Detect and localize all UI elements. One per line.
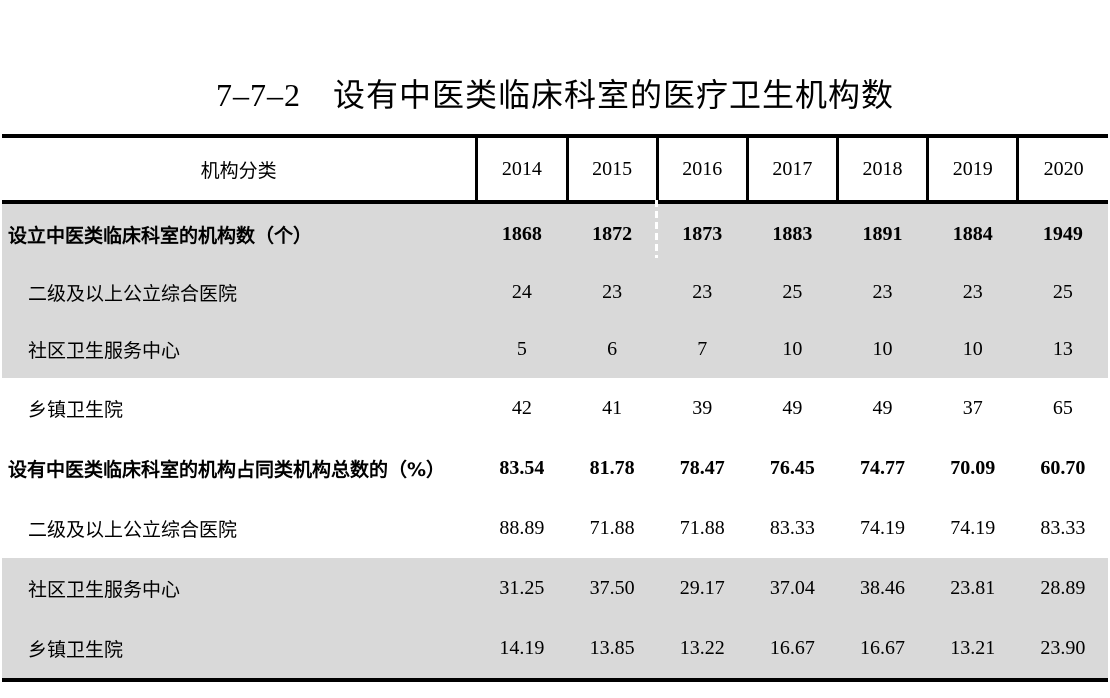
- cell-value: 31.25: [476, 558, 567, 618]
- cell-value: 49: [782, 396, 803, 419]
- cell-value: 71.88: [589, 516, 635, 539]
- column-header-year: 2018: [835, 134, 928, 204]
- cell-value: 23.81: [927, 558, 1018, 618]
- cell-value: 1883: [747, 202, 838, 264]
- row-label: 二级及以上公立综合医院: [28, 518, 238, 541]
- cell-value: 25: [747, 264, 838, 321]
- row-label: 二级及以上公立综合医院: [2, 264, 477, 321]
- cell-value: 1873: [657, 202, 748, 264]
- cell-value: 74.19: [950, 516, 996, 539]
- cell-value: 37: [962, 396, 983, 419]
- cell-value: 83.33: [769, 516, 815, 539]
- cell-value: 41: [602, 396, 623, 419]
- table-row: 乡镇卫生院 14.19 13.85 13.22 16.67 16.67 13.2…: [2, 618, 1108, 682]
- table-row: 社区卫生服务中心 5 6 7 10 10 10 13: [2, 321, 1108, 378]
- cell-value: 16.67: [747, 618, 838, 682]
- cell-value: 28.89: [1017, 558, 1108, 618]
- table-row: 二级及以上公立综合医院 88.89 71.88 71.88 83.33 74.1…: [2, 498, 1108, 558]
- cell-value: 16.67: [837, 618, 928, 682]
- cell-value: 74.19: [860, 516, 906, 539]
- cell-value: 65: [1052, 396, 1073, 419]
- data-table: 机构分类 2014 2015 2016 2017 2018 2019 2020 …: [2, 134, 1108, 682]
- cell-value: 60.70: [1040, 456, 1086, 479]
- cell-value: 23: [837, 264, 928, 321]
- table-row: 二级及以上公立综合医院 24 23 23 25 23 23 25: [2, 264, 1108, 321]
- cell-value: 71.88: [679, 516, 725, 539]
- cell-value: 1949: [1017, 202, 1108, 264]
- cell-value: 23: [927, 264, 1018, 321]
- cell-value: 74.77: [860, 456, 906, 479]
- cell-value: 39: [692, 396, 713, 419]
- row-label: 设立中医类临床科室的机构数（个）: [2, 202, 477, 264]
- column-header-year: 2017: [745, 134, 838, 204]
- table-title-text: 设有中医类临床科室的医疗卫生机构数: [332, 76, 894, 114]
- column-header-category: 机构分类: [2, 134, 477, 204]
- cell-value: 88.89: [499, 516, 545, 539]
- cell-value: 70.09: [950, 456, 996, 479]
- cell-value: 25: [1017, 264, 1108, 321]
- cell-value: 83.54: [499, 456, 545, 479]
- table-title: 7–7–2 设有中医类临床科室的医疗卫生机构数: [0, 72, 1110, 118]
- cell-value: 1868: [476, 202, 567, 264]
- cell-value: 37.50: [567, 558, 658, 618]
- cell-value: 23: [567, 264, 658, 321]
- cell-value: 49: [872, 396, 893, 419]
- column-header-year: 2015: [565, 134, 658, 204]
- table-row: 设立中医类临床科室的机构数（个） 1868 1872 1873 1883 189…: [2, 202, 1108, 264]
- row-label: 乡镇卫生院: [28, 398, 124, 421]
- cell-value: 29.17: [657, 558, 748, 618]
- cell-value: 81.78: [589, 456, 635, 479]
- cell-value: 23.90: [1017, 618, 1108, 682]
- cell-value: 5: [476, 321, 567, 378]
- column-header-year: 2019: [926, 134, 1018, 204]
- cell-value: 76.45: [769, 456, 815, 479]
- cell-value: 10: [927, 321, 1018, 378]
- table-number: 7–7–2: [215, 77, 301, 113]
- cell-value: 7: [657, 321, 748, 378]
- cell-value: 13.85: [567, 618, 658, 682]
- dashed-divider: [655, 200, 658, 258]
- row-label: 社区卫生服务中心: [2, 321, 477, 378]
- cell-value: 6: [567, 321, 658, 378]
- cell-value: 1884: [927, 202, 1018, 264]
- cell-value: 78.47: [679, 456, 725, 479]
- cell-value: 23: [657, 264, 748, 321]
- row-label: 乡镇卫生院: [2, 618, 477, 682]
- cell-value: 38.46: [837, 558, 928, 618]
- cell-value: 83.33: [1040, 516, 1086, 539]
- cell-value: 42: [511, 396, 532, 419]
- row-label: 社区卫生服务中心: [2, 558, 477, 618]
- row-label: 设有中医类临床科室的机构占同类机构总数的（%）: [8, 458, 446, 481]
- header-row: 机构分类 2014 2015 2016 2017 2018 2019 2020: [2, 134, 1108, 204]
- table-row: 设有中医类临床科室的机构占同类机构总数的（%） 83.54 81.78 78.4…: [2, 438, 1108, 498]
- cell-value: 10: [837, 321, 928, 378]
- cell-value: 37.04: [747, 558, 838, 618]
- column-header-year: 2016: [655, 134, 748, 204]
- cell-value: 13.21: [927, 618, 1018, 682]
- column-header-year: 2014: [475, 134, 567, 204]
- cell-value: 10: [747, 321, 838, 378]
- cell-value: 1891: [837, 202, 928, 264]
- table-row: 社区卫生服务中心 31.25 37.50 29.17 37.04 38.46 2…: [2, 558, 1108, 618]
- cell-value: 24: [476, 264, 567, 321]
- column-header-year: 2020: [1016, 134, 1108, 204]
- cell-value: 1872: [567, 202, 658, 264]
- cell-value: 13.22: [657, 618, 748, 682]
- cell-value: 14.19: [476, 618, 567, 682]
- table-row: 乡镇卫生院 42 41 39 49 49 37 65: [2, 378, 1108, 438]
- cell-value: 13: [1017, 321, 1108, 378]
